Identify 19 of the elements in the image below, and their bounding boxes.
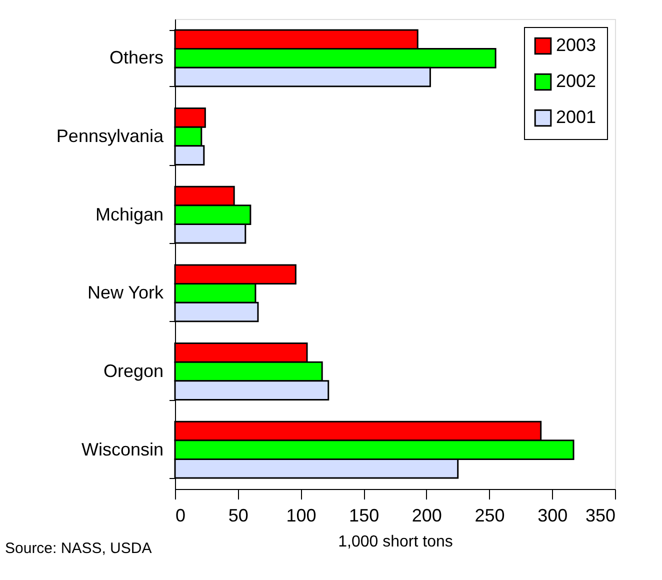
source-note: Source: NASS, USDA [5,540,152,557]
y-tick-label: Oregon [103,361,164,381]
x-tick-label: 250 [474,506,505,526]
y-tick-label: Wisconsin [81,439,164,460]
x-axis-title: 1,000 short tons [338,534,453,550]
legend-label: 2001 [556,107,596,127]
x-tick-label: 150 [349,506,380,526]
y-tick-label: Others [109,48,164,68]
legend-label: 2003 [556,35,596,55]
x-tick-label: 300 [538,506,568,526]
y-tick-label: New York [87,282,164,303]
y-tick-label: Mchigan [95,204,164,224]
x-tick-label: 350 [585,506,616,526]
x-tick-label: 200 [412,506,442,526]
x-tick-label: 50 [228,506,248,526]
x-tick-label: 0 [176,506,186,526]
x-tick-label: 100 [286,506,316,526]
legend-label: 2002 [556,71,596,91]
y-tick-label: Pennsylvania [56,126,164,146]
